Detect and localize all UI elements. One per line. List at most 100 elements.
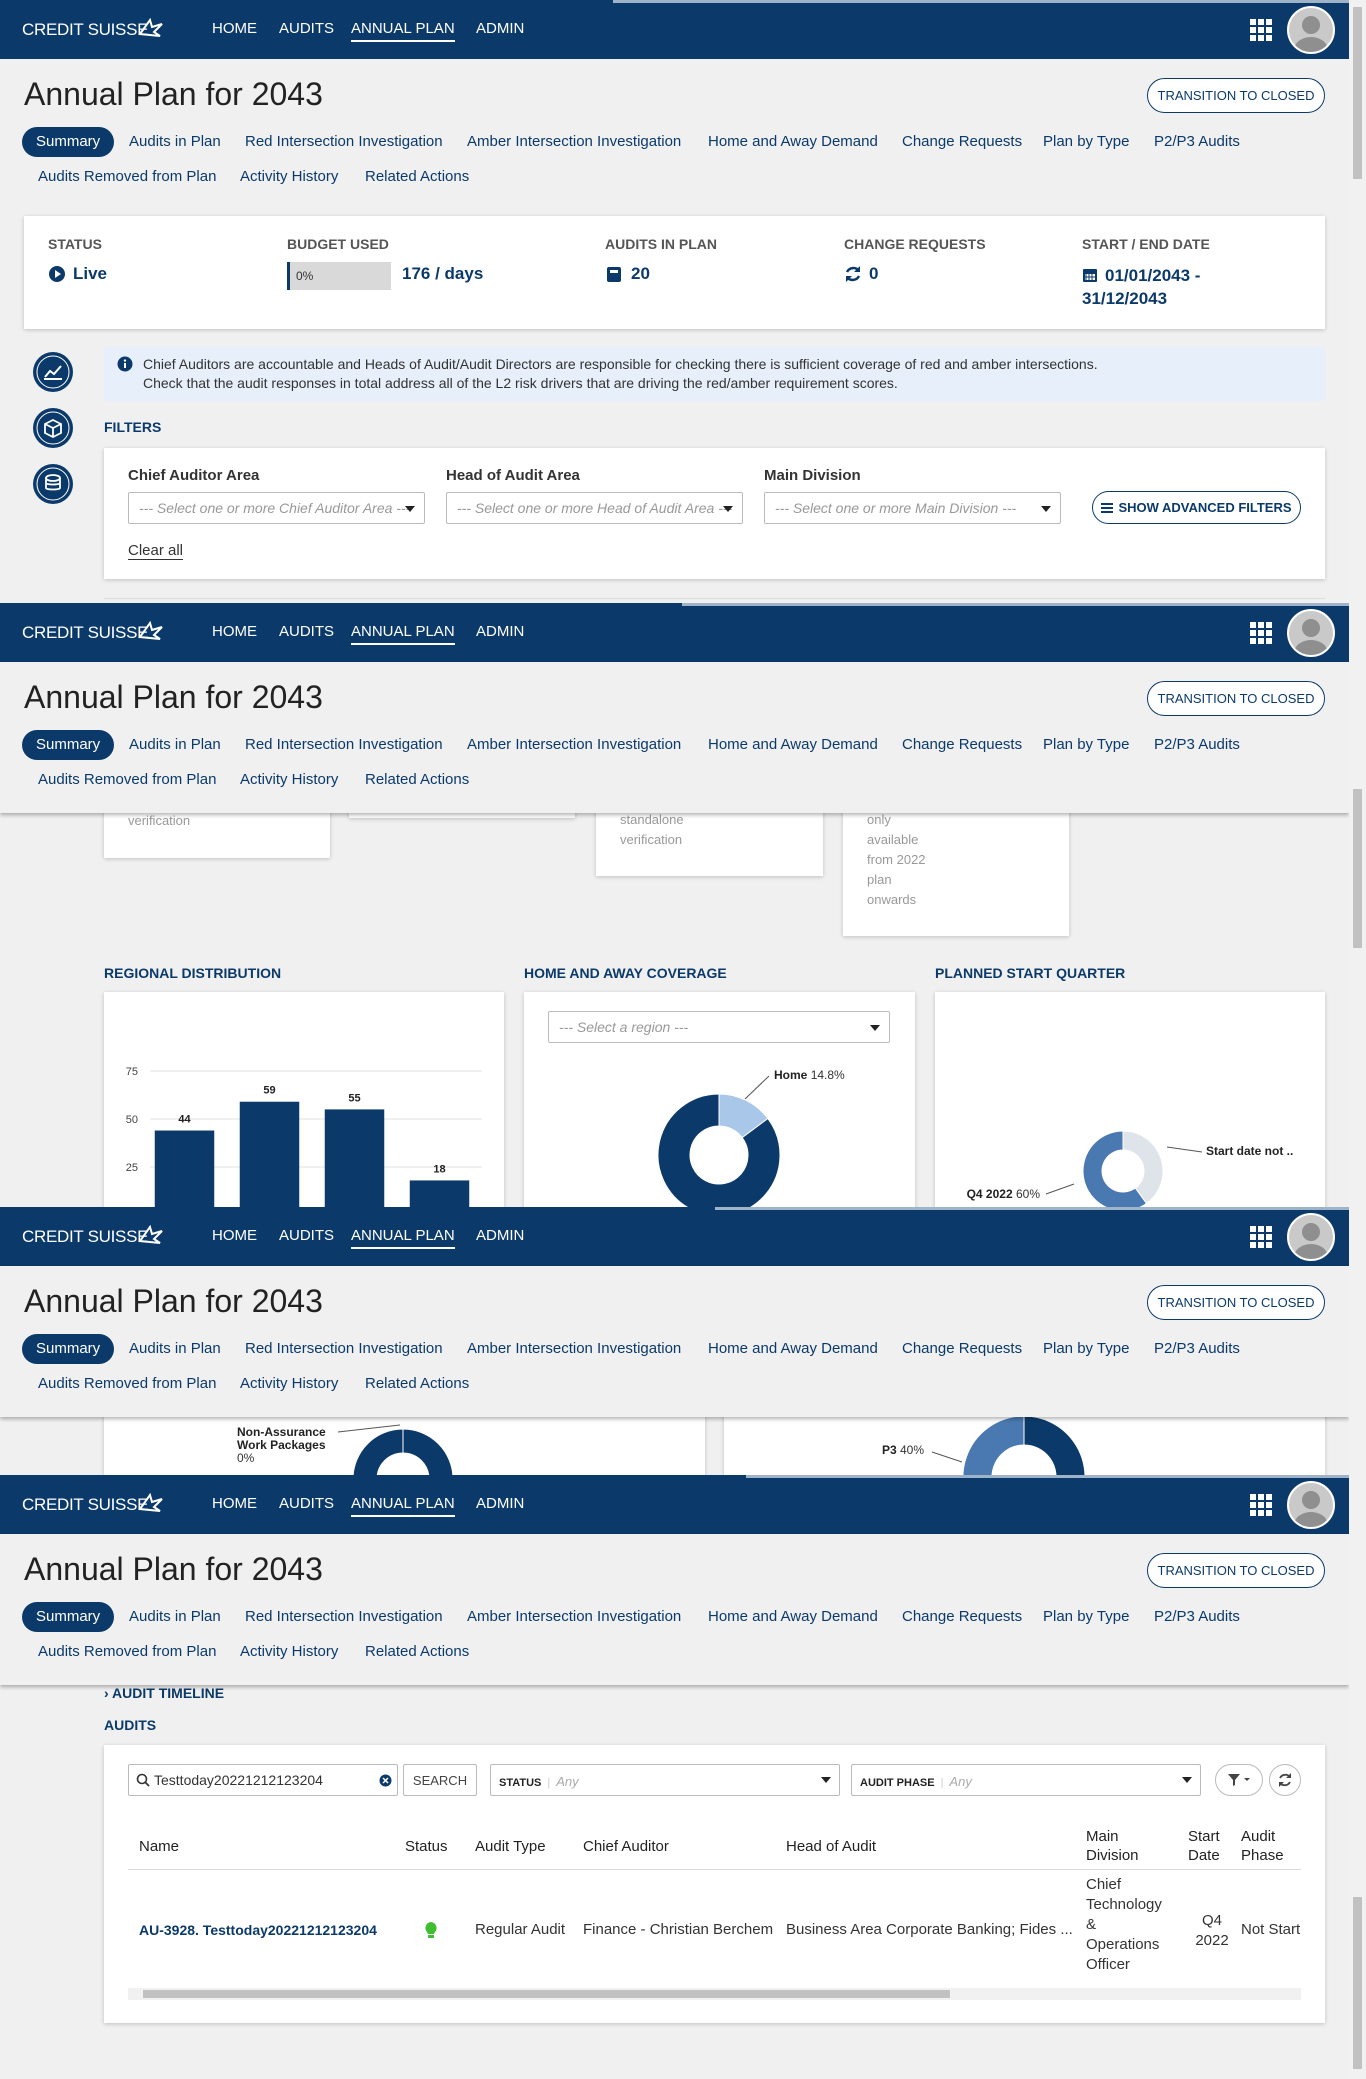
tab[interactable]: Plan by Type xyxy=(1043,1608,1130,1625)
tab[interactable]: Audits in Plan xyxy=(129,133,221,150)
phase-dropdown[interactable]: AUDIT PHASE | Any xyxy=(851,1764,1201,1796)
nav-link[interactable]: ADMIN xyxy=(476,1227,525,1244)
cell[interactable]: AU-3928. Testtoday20221212123204 xyxy=(139,1922,377,1938)
tab[interactable]: Summary xyxy=(22,1334,115,1364)
tab[interactable]: Red Intersection Investigation xyxy=(245,133,443,150)
tab[interactable]: Home and Away Demand xyxy=(708,736,878,753)
nav-link[interactable]: HOME xyxy=(212,20,257,37)
tab[interactable]: Related Actions xyxy=(365,1643,470,1660)
filter-menu-button[interactable] xyxy=(1215,1764,1263,1796)
tab[interactable]: Activity History xyxy=(240,771,339,788)
tab[interactable]: Activity History xyxy=(240,1643,339,1660)
clear-all-link[interactable]: Clear all xyxy=(128,542,184,560)
tab[interactable]: Red Intersection Investigation xyxy=(245,736,443,753)
tab[interactable]: Plan by Type xyxy=(1043,1340,1130,1357)
apps-icon[interactable] xyxy=(1250,1494,1272,1516)
tab[interactable]: Home and Away Demand xyxy=(708,133,878,150)
nav-link[interactable]: AUDITS xyxy=(279,623,335,640)
tab[interactable]: Amber Intersection Investigation xyxy=(467,1608,682,1625)
nav-link[interactable]: AUDITS xyxy=(279,1495,335,1512)
tab[interactable]: Audits Removed from Plan xyxy=(38,168,217,185)
timeline-toggle[interactable]: › AUDIT TIMELINE xyxy=(104,1685,225,1701)
tab[interactable]: Activity History xyxy=(240,1375,339,1392)
brand[interactable]: CREDIT SUISSE xyxy=(22,1495,149,1514)
tab[interactable]: Audits Removed from Plan xyxy=(38,1375,217,1392)
tab[interactable]: Audits in Plan xyxy=(129,736,221,753)
tab[interactable]: P2/P3 Audits xyxy=(1154,1340,1240,1357)
tab[interactable]: Amber Intersection Investigation xyxy=(467,133,682,150)
tab[interactable]: Audits in Plan xyxy=(129,1340,221,1357)
nav-link[interactable]: ANNUAL PLAN xyxy=(351,623,455,645)
nav-link[interactable]: HOME xyxy=(212,1495,257,1512)
clear-search-icon[interactable] xyxy=(379,1774,392,1787)
avatar[interactable] xyxy=(1287,6,1335,54)
search-box[interactable]: Testtoday20221212123204 xyxy=(128,1764,398,1796)
nav-link[interactable]: HOME xyxy=(212,623,257,640)
tab[interactable]: P2/P3 Audits xyxy=(1154,1608,1240,1625)
brand[interactable]: CREDIT SUISSE xyxy=(22,20,149,39)
apps-icon[interactable] xyxy=(1250,622,1272,644)
cube-icon[interactable] xyxy=(33,408,73,448)
transition-button[interactable]: TRANSITION TO CLOSED xyxy=(1147,1285,1325,1320)
h-scroll-thumb[interactable] xyxy=(143,1990,950,1998)
tab[interactable]: Related Actions xyxy=(365,168,470,185)
tab[interactable]: Change Requests xyxy=(902,1340,1023,1357)
brand[interactable]: CREDIT SUISSE xyxy=(22,623,149,642)
tab[interactable]: Related Actions xyxy=(365,1375,470,1392)
tab[interactable]: Amber Intersection Investigation xyxy=(467,1340,682,1357)
tab[interactable]: Home and Away Demand xyxy=(708,1340,878,1357)
apps-icon[interactable] xyxy=(1250,19,1272,41)
refresh-button[interactable] xyxy=(1269,1764,1301,1796)
v-scrollbar[interactable] xyxy=(1349,1475,1366,2079)
v-scrollbar[interactable] xyxy=(1349,0,1366,603)
tab[interactable]: P2/P3 Audits xyxy=(1154,736,1240,753)
tab[interactable]: Home and Away Demand xyxy=(708,1608,878,1625)
tab[interactable]: Plan by Type xyxy=(1043,736,1130,753)
tab[interactable]: Related Actions xyxy=(365,771,470,788)
tab[interactable]: Audits Removed from Plan xyxy=(38,771,217,788)
tab[interactable]: Change Requests xyxy=(902,133,1023,150)
coins-icon[interactable] xyxy=(33,464,73,504)
side-icons[interactable] xyxy=(31,350,77,510)
status-dropdown[interactable]: STATUS | Any xyxy=(490,1764,840,1796)
v-scroll-thumb[interactable] xyxy=(1353,7,1362,179)
nav-link[interactable]: ANNUAL PLAN xyxy=(351,20,455,42)
transition-button[interactable]: TRANSITION TO CLOSED xyxy=(1147,1553,1325,1588)
transition-button[interactable]: TRANSITION TO CLOSED xyxy=(1147,78,1325,113)
avatar[interactable] xyxy=(1287,609,1335,657)
avatar[interactable] xyxy=(1287,1213,1335,1261)
avatar[interactable] xyxy=(1287,1481,1335,1529)
tab[interactable]: Audits Removed from Plan xyxy=(38,1643,217,1660)
tab[interactable]: Audits in Plan xyxy=(129,1608,221,1625)
filter-select[interactable]: --- Select one or more Chief Auditor Are… xyxy=(128,492,425,524)
v-scrollbar[interactable] xyxy=(1349,603,1366,1207)
transition-button[interactable]: TRANSITION TO CLOSED xyxy=(1147,681,1325,716)
tab[interactable]: Summary xyxy=(22,127,115,157)
v-scroll-thumb[interactable] xyxy=(1353,1897,1362,2069)
search-button[interactable]: SEARCH xyxy=(403,1764,477,1796)
tab[interactable]: P2/P3 Audits xyxy=(1154,133,1240,150)
filter-select[interactable]: --- Select one or more Head of Audit Are… xyxy=(446,492,743,524)
h-scrollbar[interactable] xyxy=(128,1988,1301,2000)
tab[interactable]: Summary xyxy=(22,1602,115,1632)
nav-link[interactable]: ANNUAL PLAN xyxy=(351,1495,455,1517)
apps-icon[interactable] xyxy=(1250,1226,1272,1248)
v-scrollbar[interactable] xyxy=(1349,1207,1366,1475)
region-select[interactable]: --- Select a region --- xyxy=(548,1011,890,1043)
nav-link[interactable]: AUDITS xyxy=(279,20,335,37)
trend-icon[interactable] xyxy=(33,352,73,392)
tab[interactable]: Change Requests xyxy=(902,736,1023,753)
tab[interactable]: Change Requests xyxy=(902,1608,1023,1625)
tab[interactable]: Red Intersection Investigation xyxy=(245,1608,443,1625)
nav-link[interactable]: HOME xyxy=(212,1227,257,1244)
brand[interactable]: CREDIT SUISSE xyxy=(22,1227,149,1246)
nav-link[interactable]: ADMIN xyxy=(476,623,525,640)
advanced-filters-button[interactable]: SHOW ADVANCED FILTERS xyxy=(1092,491,1301,524)
tab[interactable]: Summary xyxy=(22,730,115,760)
tab[interactable]: Red Intersection Investigation xyxy=(245,1340,443,1357)
nav-link[interactable]: ADMIN xyxy=(476,1495,525,1512)
v-scroll-thumb[interactable] xyxy=(1353,789,1362,948)
tab[interactable]: Amber Intersection Investigation xyxy=(467,736,682,753)
nav-link[interactable]: ADMIN xyxy=(476,20,525,37)
nav-link[interactable]: AUDITS xyxy=(279,1227,335,1244)
